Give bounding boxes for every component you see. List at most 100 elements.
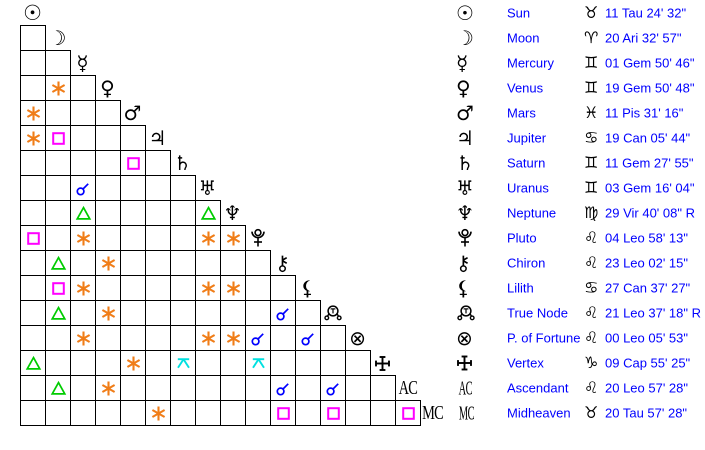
grid-planet-glyph-jupiter: ♃	[145, 125, 170, 151]
aspect-cell-p-of-fortune-pluto	[245, 325, 271, 351]
sextile-icon	[25, 130, 42, 147]
aspect-cell-lilith-neptune	[220, 275, 246, 301]
pisces-icon: ♓	[584, 102, 599, 122]
quincunx-icon	[250, 355, 267, 372]
grid-planet-glyph-mercury: ☿	[70, 50, 95, 76]
aspect-cell-ascendant-moon	[45, 375, 71, 401]
leo-icon: ♌	[584, 302, 599, 322]
quincunx-icon	[175, 355, 192, 372]
mercury-icon: ☿	[76, 51, 89, 75]
legend-row-pluto: Pluto ♌ 04 Leo 58' 13"	[455, 225, 705, 250]
legend-row-p-of-fortune: ⊗ P. of Fortune ♌ 00 Leo 05' 53"	[455, 325, 705, 350]
sextile-icon	[100, 305, 117, 322]
aspect-cell-vertex-saturn	[170, 350, 196, 376]
aspect-cell-ascendant-chiron	[270, 375, 296, 401]
mars-icon: ♂	[123, 101, 142, 125]
legend-position-midheaven: 20 Tau 57' 28"	[605, 405, 688, 420]
legend-glyph-true-node	[456, 304, 476, 321]
aspect-cell-lilith-pluto	[245, 275, 271, 301]
sextile-icon	[225, 230, 242, 247]
aspect-cell-true-node-mercury	[70, 300, 96, 326]
aspect-cell-true-node-pluto	[245, 300, 271, 326]
p-of-fortune-icon: ⊗	[456, 325, 473, 350]
legend-glyph-neptune: ♆	[456, 203, 474, 223]
aspect-cell-vertex-mars	[120, 350, 146, 376]
sextile-icon	[150, 405, 167, 422]
neptune-icon: ♆	[456, 200, 474, 225]
legend-glyph-moon: ☽	[456, 28, 474, 48]
legend-glyph-uranus: ♅	[456, 178, 474, 198]
aspect-cell-ascendant-lilith	[295, 375, 321, 401]
ascendant-icon: AC	[458, 377, 473, 399]
sun-icon: ☉	[23, 0, 42, 25]
legend-name-neptune: Neptune	[507, 205, 557, 220]
aspect-cell-mercury-sun	[20, 50, 46, 76]
conjunction-icon	[275, 305, 292, 322]
legend-glyph-vertex	[456, 354, 473, 371]
aspect-cell-mars-mercury	[70, 100, 96, 126]
aspect-cell-ascendant-pluto	[245, 375, 271, 401]
legend-name-mars: Mars	[507, 105, 536, 120]
venus-icon: ♀	[100, 76, 115, 100]
legend-name-mercury: Mercury	[507, 55, 554, 70]
sextile-icon	[125, 355, 142, 372]
aries-icon: ♈	[584, 27, 599, 47]
aspect-cell-ascendant-p-of-fortune	[345, 375, 371, 401]
uranus-icon: ♅	[456, 175, 474, 200]
sextile-icon	[225, 280, 242, 297]
aspect-cell-ascendant-vertex	[370, 375, 396, 401]
neptune-icon: ♆	[223, 201, 242, 225]
grid-planet-glyph-mars: ♂	[120, 100, 145, 126]
legend-row-uranus: ♅ Uranus ♊ 03 Gem 16' 04"	[455, 175, 705, 200]
aspect-cell-mercury-moon	[45, 50, 71, 76]
legend-glyph-p-of-fortune: ⊗	[456, 328, 473, 348]
aspect-cell-lilith-saturn	[170, 275, 196, 301]
gemini-icon: ♊	[584, 77, 599, 97]
aspect-cell-ascendant-venus	[95, 375, 121, 401]
aspect-cell-venus-mercury	[70, 75, 96, 101]
aspect-cell-lilith-jupiter	[145, 275, 171, 301]
aspect-cell-chiron-mars	[120, 250, 146, 276]
aspect-cell-saturn-mercury	[70, 150, 96, 176]
aspect-cell-midheaven-ascendant	[395, 400, 421, 426]
saturn-icon: ♄	[456, 150, 474, 175]
square-icon	[325, 405, 342, 422]
grid-planet-glyph-p-of-fortune: ⊗	[345, 325, 370, 351]
aspect-cell-pluto-jupiter	[145, 225, 171, 251]
grid-planet-glyph-neptune: ♆	[220, 200, 245, 226]
sextile-icon	[75, 280, 92, 297]
legend-row-sun: ☉ Sun ♉ 11 Tau 24' 32"	[455, 0, 705, 25]
trine-icon	[25, 355, 42, 372]
aspect-cell-mars-venus	[95, 100, 121, 126]
aspect-cell-pluto-mercury	[70, 225, 96, 251]
aspect-cell-saturn-sun	[20, 150, 46, 176]
aspect-cell-p-of-fortune-jupiter	[145, 325, 171, 351]
trine-icon	[75, 205, 92, 222]
square-icon	[50, 130, 67, 147]
aspect-cell-neptune-mars	[120, 200, 146, 226]
legend-row-venus: ♀ Venus ♊ 19 Gem 50' 48"	[455, 75, 705, 100]
legend-row-chiron: ⚷ Chiron ♌ 23 Leo 02' 15"	[455, 250, 705, 275]
aspect-cell-pluto-neptune	[220, 225, 246, 251]
legend-position-uranus: 03 Gem 16' 04"	[605, 180, 695, 195]
aspect-cell-pluto-mars	[120, 225, 146, 251]
trine-icon	[50, 255, 67, 272]
legend-row-mercury: ☿ Mercury ♊ 01 Gem 50' 46"	[455, 50, 705, 75]
aspect-cell-vertex-jupiter	[145, 350, 171, 376]
aspect-cell-uranus-venus	[95, 175, 121, 201]
aspect-cell-vertex-moon	[45, 350, 71, 376]
legend-name-vertex: Vertex	[507, 355, 544, 370]
chiron-icon: ⚷	[275, 251, 290, 275]
aspect-cell-neptune-sun	[20, 200, 46, 226]
aspect-cell-vertex-p-of-fortune	[345, 350, 371, 376]
aspect-cell-uranus-mercury	[70, 175, 96, 201]
leo-icon: ♌	[584, 327, 599, 347]
mars-icon: ♂	[456, 100, 474, 125]
aspect-cell-pluto-uranus	[195, 225, 221, 251]
legend-glyph-chiron: ⚷	[456, 253, 471, 273]
gemini-icon: ♊	[584, 52, 599, 72]
jupiter-icon: ♃	[456, 125, 474, 150]
conjunction-icon	[275, 380, 292, 397]
legend-glyph-saturn: ♄	[456, 153, 474, 173]
